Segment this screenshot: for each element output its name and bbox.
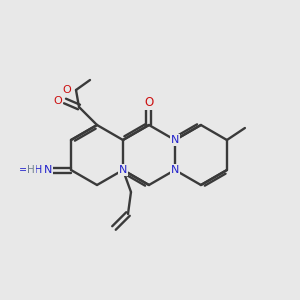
Text: O: O	[53, 96, 62, 106]
Text: O: O	[144, 97, 154, 110]
Text: N: N	[119, 165, 127, 175]
Text: H: H	[27, 165, 35, 175]
Text: N: N	[44, 165, 52, 175]
Text: O: O	[62, 85, 71, 95]
Text: N: N	[171, 165, 179, 175]
Text: =NH: =NH	[19, 165, 43, 175]
Text: N: N	[171, 135, 179, 145]
